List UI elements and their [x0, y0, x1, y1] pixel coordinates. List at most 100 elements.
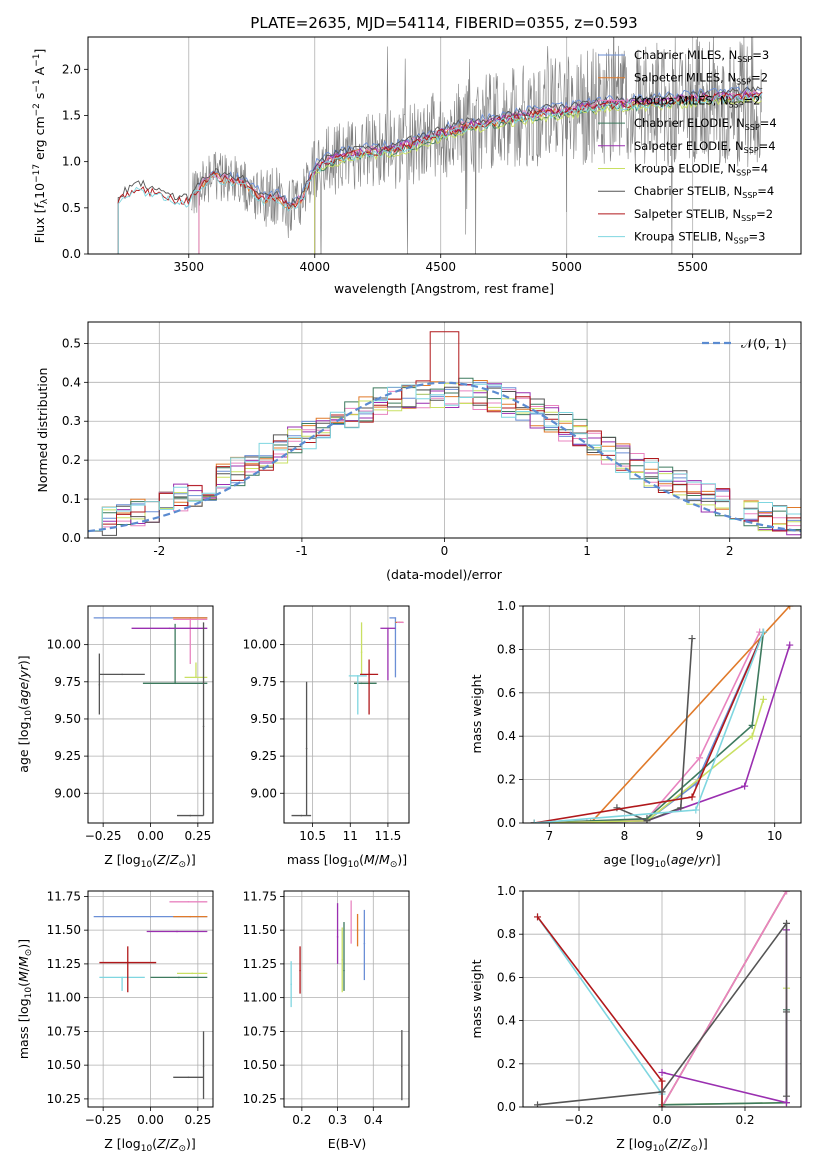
- point-kroupa-elodie: [195, 676, 197, 679]
- point-salpeter-elodie: [168, 627, 171, 630]
- marker-chabrier-stelib: [677, 804, 685, 812]
- point-salpeter-elodie: [387, 627, 389, 630]
- x-tick-label: 0.0: [652, 1113, 671, 1127]
- x-tick-label: 0: [441, 544, 449, 558]
- observed-flux-line: [191, 37, 762, 254]
- y-tick-label: 9.50: [54, 712, 81, 726]
- point-chabrier-stelib: [189, 814, 192, 817]
- legend-label-chabrier-elodie: Chabrier ELODIE, NSSP=4: [634, 116, 777, 132]
- x-tick-label: 5500: [677, 260, 708, 274]
- y-tick-label: 0.5: [62, 201, 81, 215]
- point-kroupa-elodie: [360, 651, 363, 653]
- marker-chabrier-stelib: [782, 1092, 790, 1100]
- y-tick-label: 0.8: [497, 642, 516, 656]
- y-tick-label: 10.25: [47, 1092, 81, 1106]
- marker-kroupa-miles: [782, 891, 790, 895]
- point-chabrier-stelib: [305, 747, 308, 750]
- mass-ebv-xlabel: E(B-V): [328, 1136, 367, 1151]
- mass-vs-metallicity-panel: −0.25 0.00 0.25 10.25 10.50 10.75 11.00 11.25 11…: [16, 889, 214, 1154]
- point-chabrier-miles: [149, 617, 152, 619]
- mw-z-xlabel: Z [log10(Z/Z⊙)]: [616, 1136, 708, 1154]
- x-tick-label: 3500: [174, 260, 205, 274]
- mass-vs-metallicity-errorbars: [93, 901, 208, 1099]
- legend-label-kroupa-miles: Kroupa MILES, NSSP=2: [634, 93, 760, 109]
- x-tick-label: 0.2: [735, 1113, 754, 1127]
- marker-salpeter-elodie: [782, 1099, 790, 1107]
- marker-salpeter-stelib: [688, 793, 696, 801]
- y-tick-label: 1.5: [62, 108, 81, 122]
- x-tick-label: 11.5: [375, 829, 402, 843]
- point-chabrier-elodie: [178, 976, 180, 979]
- marker-kroupa-stelib: [759, 628, 767, 636]
- y-tick-label: 0.4: [497, 1014, 516, 1028]
- y-tick-label: 11.50: [243, 923, 277, 937]
- y-tick-label: 10.00: [47, 638, 81, 652]
- x-tick-label: 0.00: [137, 829, 164, 843]
- x-tick-label: 10: [767, 829, 782, 843]
- y-tick-label: 1.0: [497, 599, 516, 613]
- spectrum-xlabel: wavelength [Angstrom, rest frame]: [334, 281, 554, 296]
- point-kroupa-miles: [189, 618, 192, 621]
- point-kroupa-miles: [187, 901, 190, 903]
- y-tick-label: 0.0: [62, 531, 81, 545]
- mw-age-ylabel: mass weight: [469, 674, 484, 753]
- point-chabrier-stelib: [300, 814, 303, 817]
- point-chabrier-stelib: [121, 673, 123, 676]
- model-line-chabrier-miles: [198, 85, 762, 254]
- point-salpeter-miles: [356, 929, 359, 931]
- y-tick-label: 0.2: [497, 1057, 516, 1071]
- x-tick-label: 7: [545, 829, 553, 843]
- y-tick-label: 1.0: [62, 155, 81, 169]
- y-tick-label: 11.25: [47, 957, 81, 971]
- histogram-chabrier-stelib: [88, 386, 801, 536]
- x-tick-label: -2: [153, 544, 165, 558]
- x-tick-label: −0.2: [564, 1113, 593, 1127]
- x-tick-label: 2: [726, 544, 734, 558]
- x-tick-label: −0.25: [85, 829, 122, 843]
- point-chabrier-stelib: [401, 1065, 403, 1068]
- y-tick-label: 0.0: [62, 247, 81, 261]
- y-tick-label: 0.4: [497, 729, 516, 743]
- y-tick-label: 9.25: [250, 749, 277, 763]
- observed-spectrum: [191, 37, 762, 254]
- residual-panel: -2 -1 0 1 2 0.0 0.1 0.2 0.3 0.4 0.5 (data-model)/e…: [35, 321, 802, 582]
- x-tick-label: 0.25: [184, 829, 211, 843]
- point-chabrier-stelib: [202, 725, 205, 728]
- x-tick-label: 11: [343, 829, 358, 843]
- y-tick-label: 11.00: [47, 991, 81, 1005]
- histogram-salpeter-stelib: [88, 331, 801, 532]
- point-salpeter-stelib: [368, 673, 370, 676]
- y-tick-label: 9.00: [54, 786, 81, 800]
- point-chabrier-elodie: [360, 682, 363, 685]
- y-tick-label: 0.2: [497, 773, 516, 787]
- residual-legend: 𝒩(0, 1): [702, 336, 787, 351]
- legend-label-kroupa-stelib: Kroupa STELIB, NSSP=3: [634, 230, 765, 246]
- legend-label-chabrier-stelib: Chabrier STELIB, NSSP=4: [634, 184, 774, 200]
- legend-gauss-label: 𝒩(0, 1): [741, 336, 787, 351]
- marker-salpeter-stelib: [534, 913, 542, 921]
- y-tick-label: 11.50: [47, 923, 81, 937]
- point-chabrier-elodie: [174, 682, 176, 685]
- y-tick-label: 10.50: [47, 1058, 81, 1072]
- mass-vs-ebv-errorbars: [290, 900, 403, 1101]
- x-tick-label: 0.2: [292, 1113, 311, 1127]
- marker-kroupa-stelib: [692, 806, 700, 814]
- residual-xlabel: (data-model)/error: [386, 567, 503, 582]
- model-line-salpeter-elodie: [314, 89, 762, 254]
- massweight-vs-age-lines: [530, 606, 794, 823]
- point-salpeter-elodie: [336, 936, 339, 938]
- age-vs-metallicity-errorbars: [93, 617, 208, 817]
- age-z-xlabel: Z [log10(Z/Z⊙)]: [104, 852, 196, 870]
- x-tick-label: 0.25: [184, 1113, 211, 1127]
- marker-salpeter-miles: [786, 606, 794, 610]
- point-kroupa-stelib: [356, 675, 359, 677]
- marker-chabrier-stelib: [658, 1088, 666, 1096]
- histogram-kroupa-stelib: [88, 383, 801, 532]
- line-salpeter-miles: [590, 606, 791, 823]
- massweight-vs-age-panel: 7 8 9 10 0.0 0.2 0.4 0.6 0.8 1.0 age [log10(age/y…: [469, 599, 802, 870]
- point-kroupa-stelib: [290, 983, 292, 985]
- mass-z-ylabel: mass [log10(M/M⊙)]: [16, 939, 34, 1059]
- massweight-vs-metallicity-panel: −0.2 0.0 0.2 0.0 0.2 0.4 0.6 0.8 1.0 Z [log10(Z/…: [469, 884, 802, 1154]
- y-tick-label: 0.4: [62, 375, 81, 389]
- point-salpeter-stelib: [299, 969, 301, 972]
